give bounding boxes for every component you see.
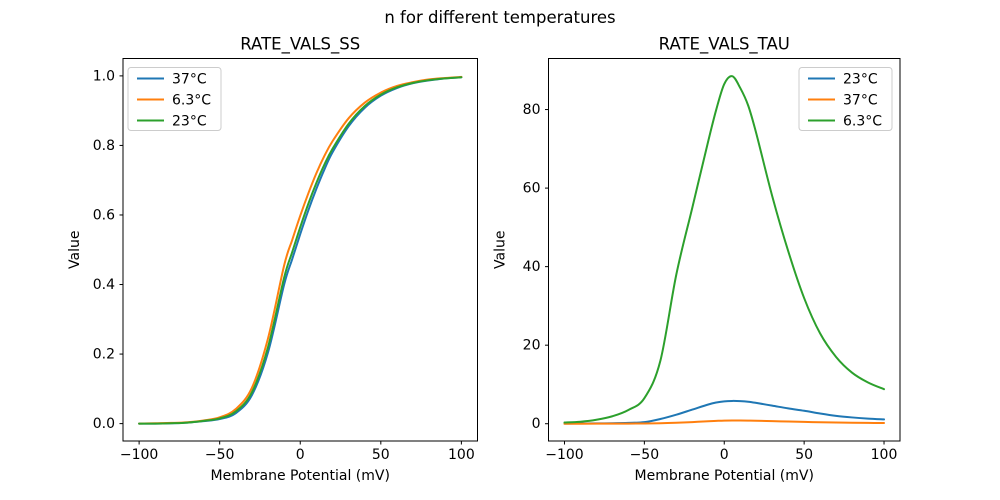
tau-chart-title: RATE_VALS_TAU	[659, 35, 790, 55]
tau-legend-box	[798, 67, 893, 131]
ss-y-tick-label: 0.6	[93, 207, 115, 223]
ss-legend-label-23c: 23°C	[172, 114, 207, 130]
tau-y-tick-label: 80	[523, 102, 541, 118]
ss-x-tick-label: −100	[120, 447, 158, 463]
ss-x-axis-label: Membrane Potential (mV)	[211, 468, 390, 484]
ss-x-tick-label: 50	[372, 447, 390, 463]
ss-series-line-23c	[138, 76, 463, 425]
tau-legend-label-6.3c: 6.3°C	[843, 114, 882, 130]
tau-y-tick-label: 40	[523, 259, 541, 275]
tau-axes-frame	[548, 58, 901, 442]
ss-axes-frame	[122, 58, 478, 442]
tau-y-tick-label: 0	[532, 416, 541, 432]
tau-series-line-37c	[563, 419, 886, 425]
ss-x-tick-label: −50	[205, 447, 235, 463]
figure-title: n for different temperatures	[384, 8, 615, 27]
tau-legend-label-23c: 23°C	[843, 72, 878, 88]
tau-x-tick-label: −50	[630, 447, 660, 463]
ss-y-tick-label: 0.4	[93, 277, 115, 293]
tau-y-tick-label: 60	[523, 181, 541, 197]
tau-x-tick-label: 0	[720, 447, 729, 463]
tau-series-line-6.3c	[563, 75, 886, 424]
ss-y-tick-label: 0.2	[93, 347, 115, 363]
ss-legend-label-6.3c: 6.3°C	[172, 93, 211, 109]
tau-x-tick-label: 50	[795, 447, 813, 463]
tau-x-axis-label: Membrane Potential (mV)	[635, 468, 814, 484]
tau-y-axis-label: Value	[493, 231, 509, 269]
ss-y-tick-label: 1.0	[93, 68, 115, 84]
ss-y-axis-label: Value	[67, 231, 83, 269]
ss-y-tick-label: 0.8	[93, 138, 115, 154]
ss-x-tick-label: 0	[296, 447, 305, 463]
tau-legend-label-37c: 37°C	[843, 93, 878, 109]
ss-legend-label-37c: 37°C	[172, 72, 207, 88]
tau-y-tick-label: 20	[523, 338, 541, 354]
ss-legend-box	[127, 67, 222, 131]
ss-chart-title: RATE_VALS_SS	[240, 35, 360, 55]
tau-x-tick-label: 100	[871, 447, 898, 463]
ss-y-tick-label: 0.0	[93, 416, 115, 432]
tau-x-tick-label: −100	[545, 447, 583, 463]
ss-x-tick-label: 100	[448, 447, 475, 463]
